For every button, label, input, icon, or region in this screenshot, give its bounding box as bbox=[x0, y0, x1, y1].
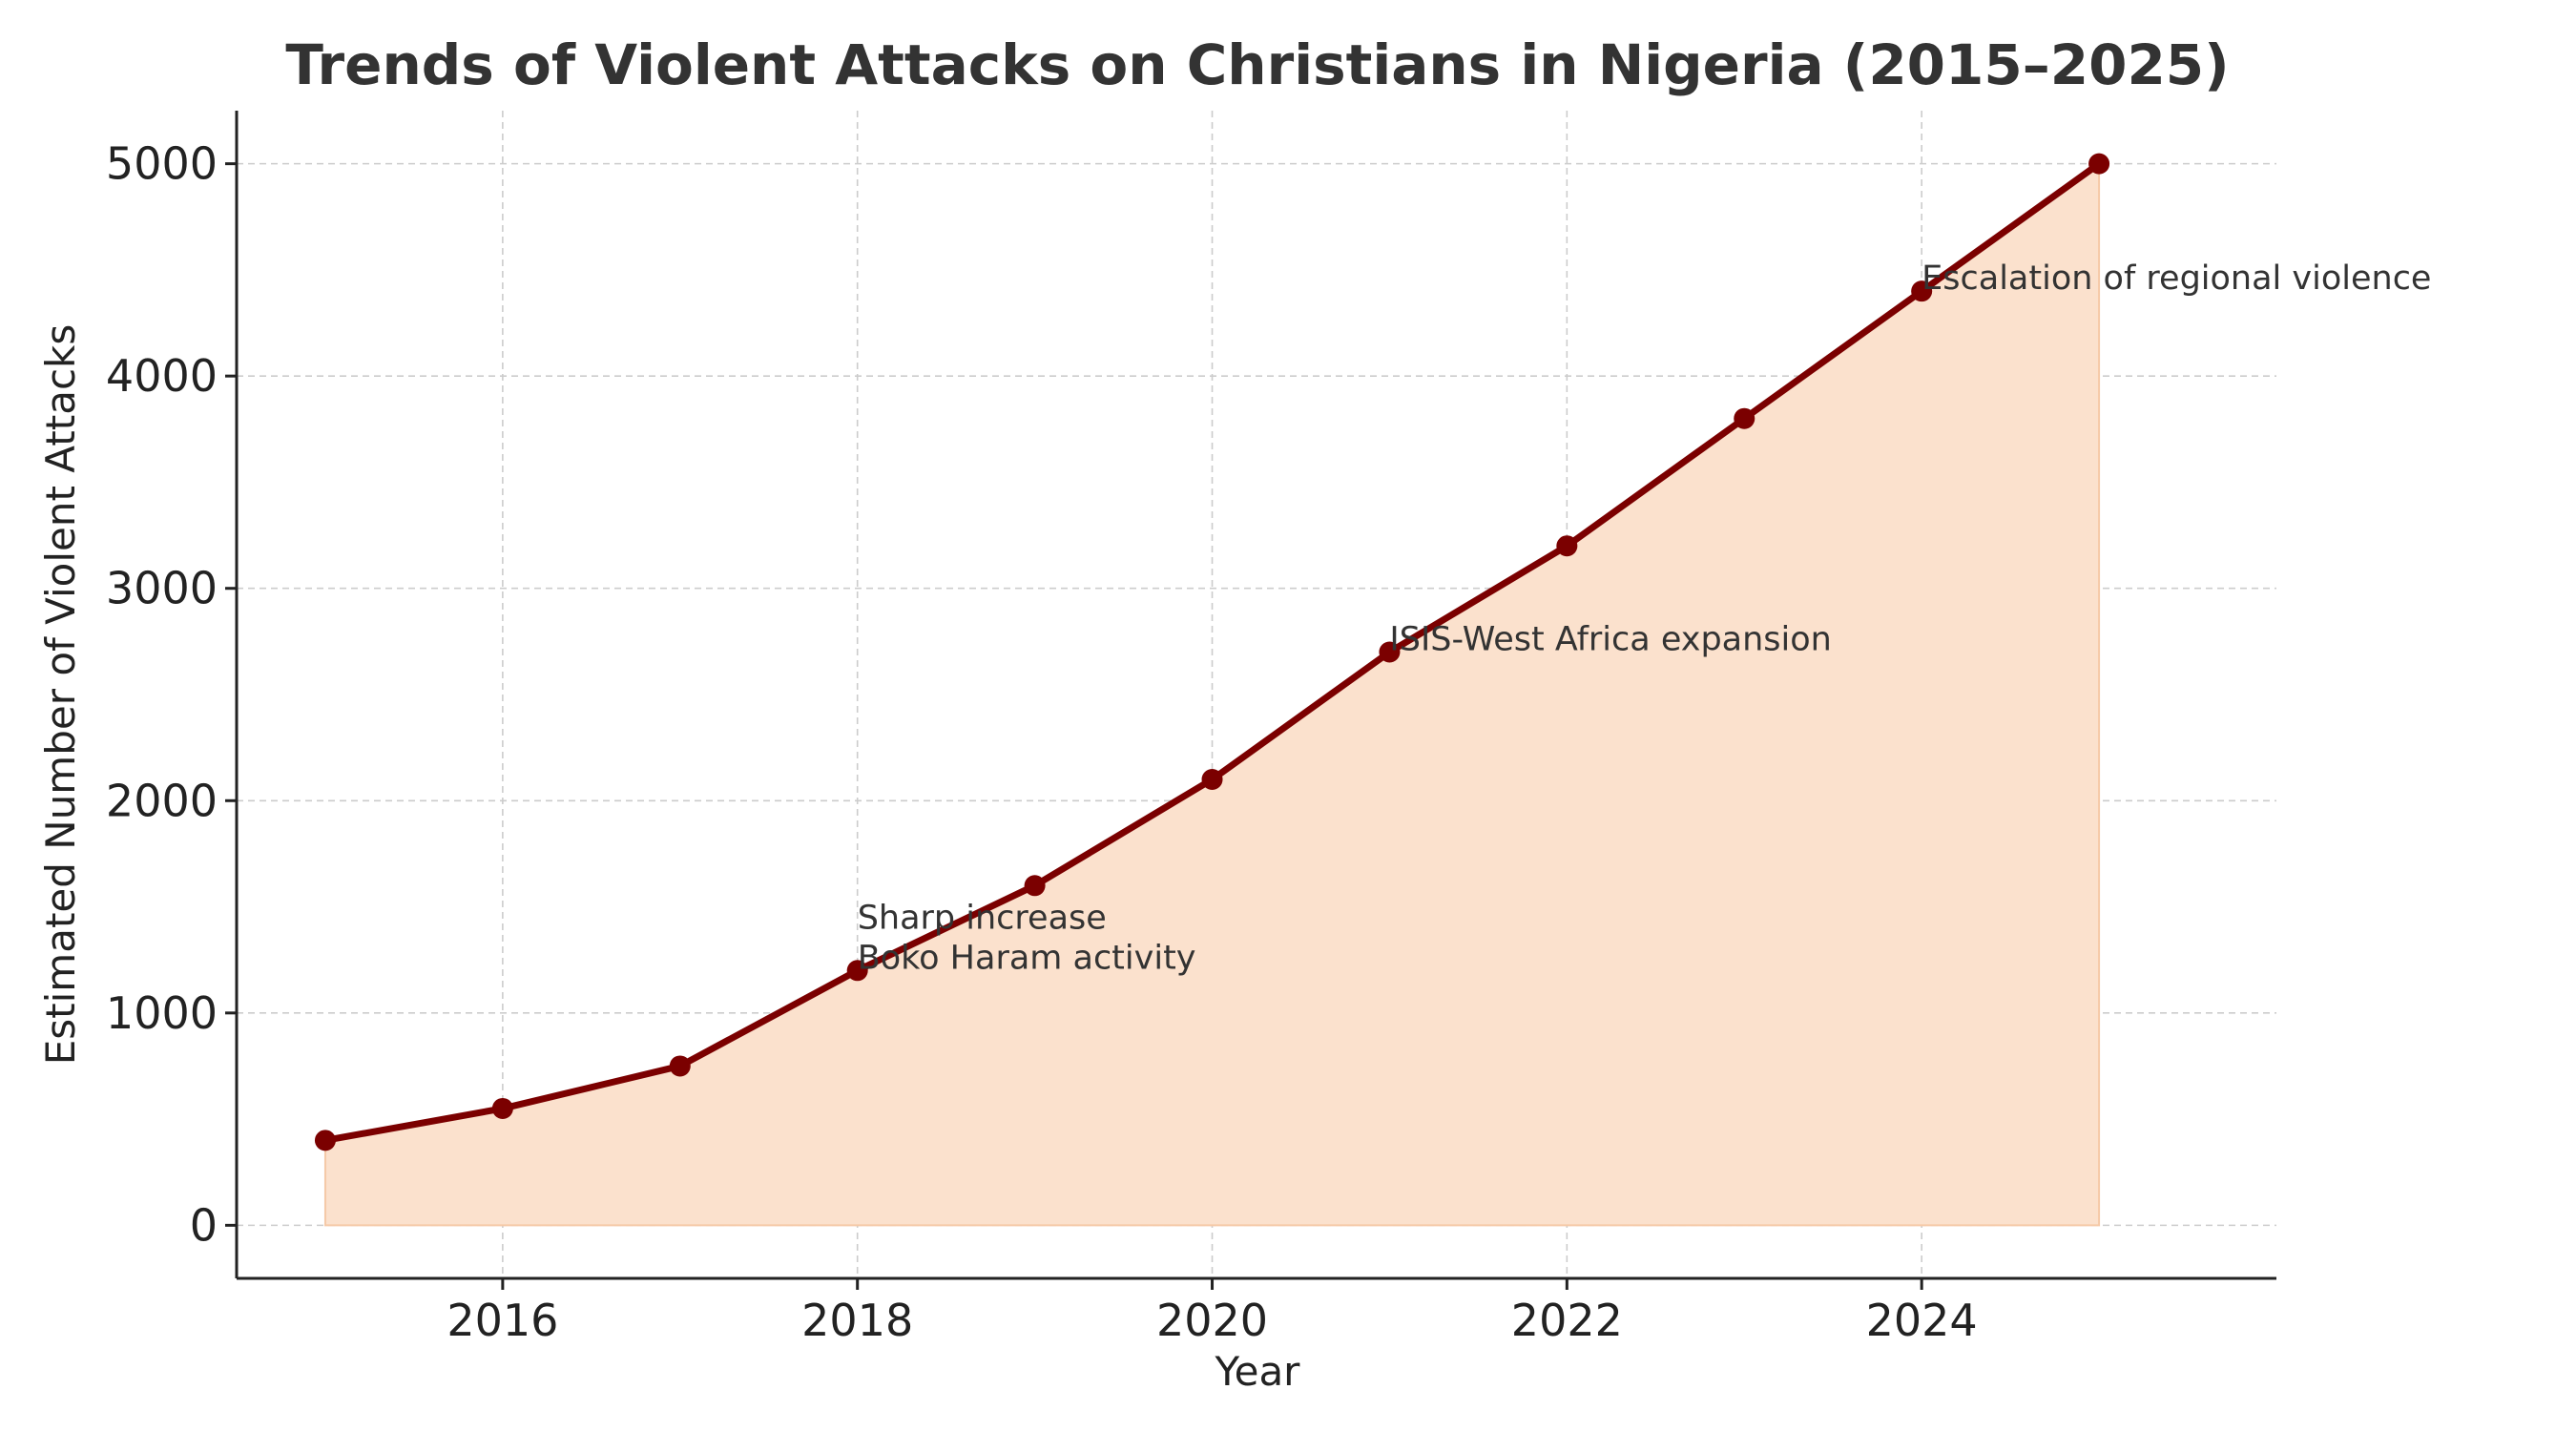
chart-title: Trends of Violent Attacks on Christians … bbox=[285, 32, 2229, 97]
data-point-2017 bbox=[669, 1055, 691, 1077]
data-point-2019 bbox=[1024, 875, 1046, 897]
marker-layer bbox=[314, 153, 2110, 1151]
x-tick-label-2018: 2018 bbox=[801, 1295, 913, 1346]
data-point-2021 bbox=[1379, 641, 1401, 663]
annotation-3-line-1: Escalation of regional violence bbox=[1922, 259, 2431, 298]
data-point-2020 bbox=[1201, 769, 1223, 791]
data-point-2022 bbox=[1556, 535, 1578, 557]
y-tick-label-2000: 2000 bbox=[106, 775, 218, 826]
x-tick-label-2024: 2024 bbox=[1866, 1295, 1978, 1346]
data-point-2016 bbox=[491, 1097, 513, 1119]
x-tick-label-2020: 2020 bbox=[1156, 1295, 1268, 1346]
axis-layer bbox=[225, 111, 2276, 1290]
y-tick-label-4000: 4000 bbox=[106, 350, 218, 402]
annotation-1-line-2: Boko Haram activity bbox=[858, 939, 1196, 977]
y-tick-label-1000: 1000 bbox=[106, 987, 218, 1039]
x-axis-label: Year bbox=[1215, 1348, 1301, 1395]
x-tick-label-2022: 2022 bbox=[1511, 1295, 1623, 1346]
x-tick-label-2016: 2016 bbox=[447, 1295, 558, 1346]
data-point-2018 bbox=[846, 960, 868, 982]
y-tick-label-5000: 5000 bbox=[106, 138, 218, 190]
annotation-1-line-1: Sharp increase bbox=[858, 899, 1107, 937]
y-tick-label-3000: 3000 bbox=[106, 563, 218, 614]
annotation-2-line-1: ISIS-West Africa expansion bbox=[1389, 620, 1831, 658]
y-tick-label-0: 0 bbox=[190, 1199, 218, 1251]
data-point-2023 bbox=[1734, 407, 1755, 429]
tick-label-layer: 2016 2018 2020 2022 2024 0 1000 2000 3000 4000 500… bbox=[106, 138, 1978, 1346]
data-point-2025 bbox=[2088, 153, 2110, 175]
y-axis-label: Estimated Number of Violent Attacks bbox=[37, 324, 84, 1066]
data-point-2015 bbox=[314, 1130, 336, 1151]
data-point-2024 bbox=[1911, 280, 1933, 302]
